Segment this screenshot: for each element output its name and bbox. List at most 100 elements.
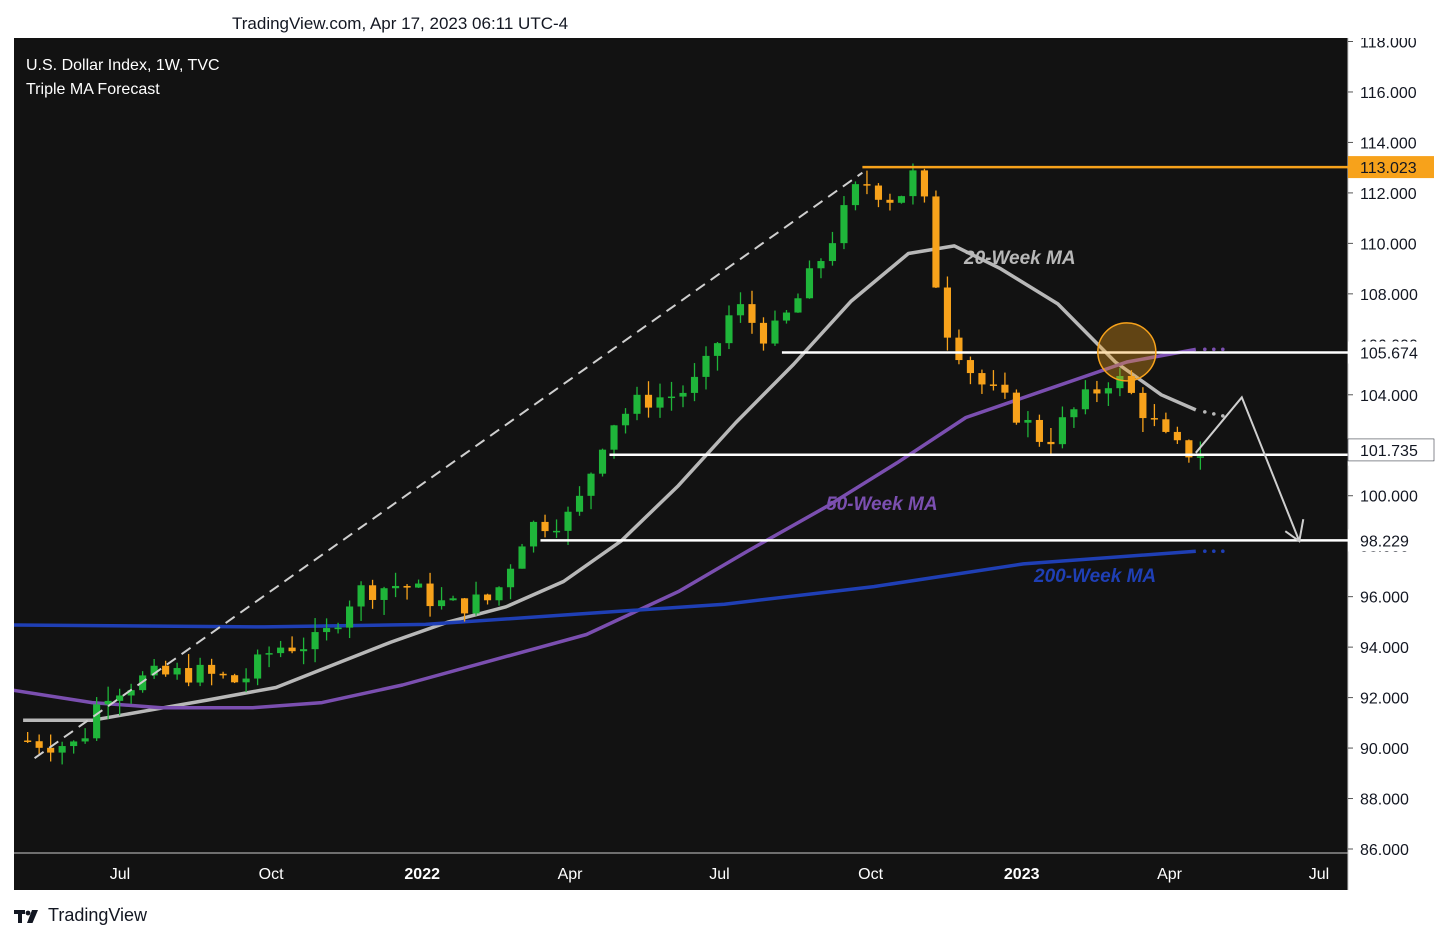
candle-body — [265, 653, 273, 655]
ma-extension-dot — [1212, 412, 1216, 416]
price-levels — [540, 165, 1348, 542]
time-tick-label: 2023 — [1004, 866, 1040, 883]
candle-body — [564, 511, 572, 531]
candle-body — [1162, 419, 1170, 432]
price-chart[interactable]: 86.00088.00090.00092.00094.00096.00098.0… — [0, 35, 1436, 890]
tradingview-brand[interactable]: TradingView — [14, 905, 147, 926]
level-price-label: 105.674 — [1360, 346, 1418, 363]
candle-body — [736, 304, 745, 316]
ma-line-0 — [23, 244, 1197, 723]
ma-extension-dot — [1221, 549, 1225, 554]
candle-body — [288, 647, 296, 652]
candle-body — [1150, 418, 1158, 420]
candle-body — [909, 170, 917, 197]
study-title: Triple MA Forecast — [26, 81, 160, 98]
candle-body — [231, 675, 239, 683]
candle-body — [978, 373, 986, 385]
candle-body — [449, 598, 457, 601]
candle-body — [840, 205, 848, 244]
moving-averages — [0, 244, 1225, 723]
candle-body — [989, 384, 997, 386]
candle-body — [1196, 456, 1204, 458]
candle-body — [323, 628, 331, 633]
chart-background — [14, 38, 1348, 853]
price-tick-label: 114.000 — [1360, 135, 1417, 152]
time-tick-label: 2022 — [404, 866, 440, 883]
price-tick-label: 110.000 — [1360, 236, 1417, 253]
candle-body — [1035, 419, 1043, 442]
candle-body — [690, 376, 699, 393]
candle-body — [656, 397, 664, 408]
candle-body — [150, 665, 158, 676]
price-axis[interactable]: 86.00088.00090.00092.00094.00096.00098.0… — [1347, 35, 1435, 859]
support-trendline — [34, 171, 863, 759]
candle-body — [667, 396, 676, 399]
tradingview-logo-icon — [14, 908, 42, 924]
candle-body — [483, 594, 492, 601]
level-price-tag — [1348, 341, 1434, 364]
candle-body — [966, 360, 974, 374]
price-tick-label: 112.000 — [1360, 186, 1417, 203]
price-tick-label: 94.000 — [1360, 640, 1409, 657]
candle-body — [1070, 409, 1078, 418]
level-price-tag — [1348, 529, 1434, 552]
candle-body — [35, 741, 43, 748]
candle-body — [529, 521, 538, 547]
candle-body — [162, 665, 170, 675]
level-price-label: 98.229 — [1360, 533, 1409, 550]
candle-body — [1116, 376, 1124, 389]
ma50-annotation: 50-Week MA — [826, 494, 938, 515]
ma-extension-dot — [1212, 549, 1216, 554]
candle-body — [1012, 392, 1020, 423]
candle-body — [460, 598, 469, 614]
forecast-arrow — [1195, 395, 1301, 542]
candle-body — [575, 495, 584, 512]
price-tick-label: 92.000 — [1360, 691, 1409, 708]
chart-area[interactable]: 86.00088.00090.00092.00094.00096.00098.0… — [0, 35, 1436, 890]
candle-body — [1001, 384, 1009, 393]
candle-body — [1058, 417, 1066, 445]
brand-name: TradingView — [48, 905, 148, 925]
candle-body — [1024, 419, 1032, 423]
candle-body — [437, 600, 446, 607]
candle-body — [93, 704, 101, 739]
candle-body — [587, 473, 595, 496]
candle-body — [1081, 389, 1089, 410]
candle-body — [104, 700, 112, 705]
time-tick-label: Apr — [558, 866, 584, 883]
candle-body — [874, 185, 883, 200]
candle-body — [541, 521, 549, 532]
candle-body — [851, 184, 860, 206]
candle-body — [725, 315, 733, 344]
candle-body — [300, 649, 308, 652]
ma20-annotation: 20-Week MA — [963, 248, 1076, 269]
price-tick-label: 104.000 — [1360, 388, 1418, 405]
candle-body — [334, 627, 342, 630]
candle-body — [58, 746, 66, 753]
time-tick-label: Apr — [1157, 866, 1183, 883]
current-price-label: 101.735 — [1360, 443, 1418, 460]
candle-body — [633, 394, 641, 414]
candle-body — [403, 585, 411, 588]
price-tick-label: 86.000 — [1360, 842, 1409, 859]
candle-body — [610, 425, 618, 450]
chart-timestamp: TradingView.com, Apr 17, 2023 06:11 UTC-… — [232, 14, 569, 33]
candle-body — [415, 583, 423, 588]
candle-body — [70, 741, 78, 747]
price-tick-label: 96.000 — [1360, 590, 1409, 607]
ma-extension-dot — [1203, 549, 1207, 554]
candle-body — [886, 199, 894, 203]
time-axis[interactable]: Jul Oct 2022 Apr Jul Oct 2023 Apr Jul — [110, 866, 1329, 883]
candle-body — [805, 268, 814, 299]
candle-body — [392, 585, 400, 589]
forecast-drawings — [34, 171, 1305, 759]
ma-line-2 — [0, 549, 1196, 629]
chart-legend: U.S. Dollar Index, 1W, TVC Triple MA For… — [26, 54, 220, 102]
candle-body — [828, 243, 837, 262]
candle-body — [116, 695, 124, 701]
candle-body — [1093, 389, 1101, 394]
candle-body — [24, 740, 32, 742]
candle-body — [771, 320, 779, 344]
candlesticks — [24, 163, 1204, 765]
candle-body — [127, 690, 135, 696]
